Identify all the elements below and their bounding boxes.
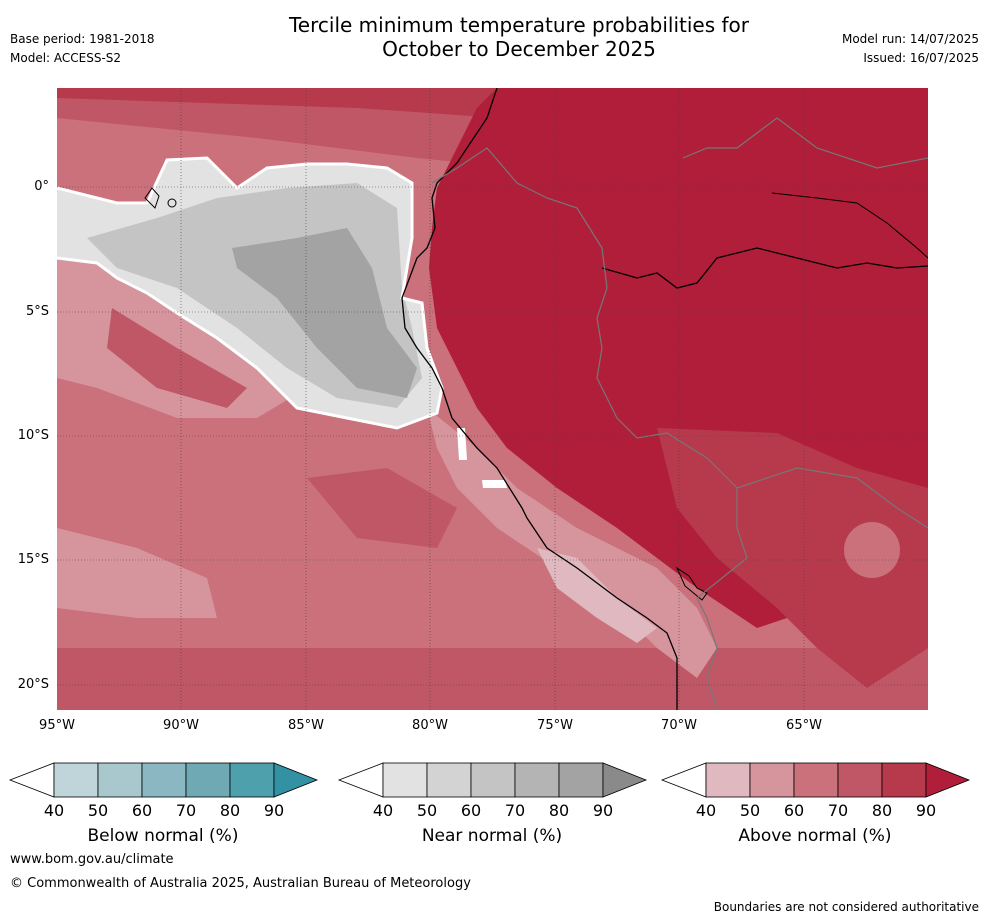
amazon-river (601, 247, 928, 289)
model-label: Model: ACCESS-S2 (10, 51, 122, 65)
footer-copyright: © Commonwealth of Australia 2025, Austra… (10, 876, 471, 891)
cb-above-tick-70: 70 (827, 801, 849, 820)
cb-below-title: Below normal (%) (87, 826, 239, 846)
base-period-label: Base period: 1981-2018 (10, 32, 155, 46)
footer-url: www.bom.gov.au/climate (10, 852, 174, 867)
colorbar-2-swatch-0 (705, 762, 751, 798)
cb-near-tick-70: 70 (504, 801, 526, 820)
cb-below-tick-70: 70 (175, 801, 197, 820)
cb-near-tick-50: 50 (416, 801, 438, 820)
cb-below-tick-80: 80 (219, 801, 241, 820)
coastal-band-region (427, 408, 717, 678)
colorbar-below-normal (8, 762, 319, 798)
ocean-patch-50 (57, 258, 307, 418)
cb-near-tick-80: 80 (548, 801, 570, 820)
cb-above-tick-40: 40 (695, 801, 717, 820)
lat-label-0: 0° (34, 179, 49, 194)
river-north (771, 192, 928, 259)
cb-below-tick-60: 60 (131, 801, 153, 820)
lon-label-65w: 65°W (786, 718, 822, 733)
cb-above-tick-80: 80 (871, 801, 893, 820)
lat-label-20s: 20°S (17, 677, 49, 692)
south-band-region (57, 648, 928, 710)
colorbar-1-swatch-5 (602, 762, 648, 798)
colorbar-2-swatch-4 (881, 762, 927, 798)
colorbar-2-swatch-5 (925, 762, 971, 798)
colorbar-near-normal (337, 762, 648, 798)
graticule (57, 88, 928, 710)
cb-near-tick-40: 40 (372, 801, 394, 820)
near-normal-80-region (232, 228, 417, 398)
cb-below-tick-50: 50 (87, 801, 109, 820)
country-border-brazil (736, 467, 928, 529)
land-patch-60 (844, 522, 900, 578)
country-border-colombia (682, 117, 928, 169)
colorbar-1-swatch-1 (426, 762, 472, 798)
colorbar-1-swatch-4 (558, 762, 604, 798)
tercile-boundary-line (57, 156, 444, 430)
lon-label-70w: 70°W (661, 718, 697, 733)
cb-near-tick-60: 60 (460, 801, 482, 820)
lon-label-95w: 95°W (39, 718, 75, 733)
model-run-label: Model run: 14/07/2025 (841, 32, 979, 46)
issued-label: Issued: 16/07/2025 (863, 51, 979, 65)
cb-below-tick-40: 40 (43, 801, 65, 820)
lon-label-80w: 80°W (412, 718, 448, 733)
cb-near-tick-90: 90 (592, 801, 614, 820)
coastline (401, 88, 678, 710)
ocean-patch-south-70 (307, 468, 457, 548)
colorbar-0-swatch-3 (185, 762, 231, 798)
country-border-ecuador-peru (431, 147, 668, 439)
cb-below-tick-90: 90 (263, 801, 285, 820)
ocean-patch-south-50 (57, 528, 217, 618)
lat-label-15s: 15°S (17, 552, 49, 567)
cb-above-tick-50: 50 (739, 801, 761, 820)
galapagos-island (144, 187, 160, 209)
colorbars-svg (8, 762, 971, 798)
coastal-band-light-region (537, 548, 657, 643)
colorbar-0-swatch-4 (229, 762, 275, 798)
country-border-bolivia (666, 432, 748, 710)
lat-label-5s: 5°S (25, 304, 49, 319)
colorbar-1-swatch-0 (382, 762, 428, 798)
colorbar-area (0, 762, 988, 802)
map-title: Tercile minimum temperature probabilitie… (194, 13, 844, 61)
probability-map (57, 88, 928, 710)
colorbar-0-swatch-1 (97, 762, 143, 798)
land-south-region (657, 428, 928, 688)
colorbar-above-normal (660, 762, 971, 798)
colorbar-0-swatch-2 (141, 762, 187, 798)
colorbar-1-swatch-3 (514, 762, 560, 798)
cb-above-title: Above normal (%) (738, 826, 892, 846)
galapagos-island-2 (167, 198, 177, 208)
map-canvas (57, 88, 928, 710)
lon-label-85w: 85°W (288, 718, 324, 733)
cb-near-title: Near normal (%) (421, 826, 563, 846)
cb-above-tick-90: 90 (915, 801, 937, 820)
lat-label-10s: 10°S (17, 428, 49, 443)
title-line-2: October to December 2025 (382, 37, 656, 61)
ocean-patch-70 (107, 308, 247, 408)
footer-disclaimer: Boundaries are not considered authoritat… (713, 900, 979, 914)
white-patch-2 (482, 480, 507, 488)
lake-titicaca (675, 566, 708, 601)
colorbar-0-swatch-5 (273, 762, 319, 798)
colorbar-0-swatch-0 (53, 762, 99, 798)
colorbar-2-swatch-3 (837, 762, 883, 798)
colorbar-1-swatch-2 (470, 762, 516, 798)
lon-label-75w: 75°W (537, 718, 573, 733)
lon-label-90w: 90°W (163, 718, 199, 733)
colorbar-2-swatch-1 (749, 762, 795, 798)
title-line-1: Tercile minimum temperature probabilitie… (288, 13, 750, 37)
cb-above-tick-60: 60 (783, 801, 805, 820)
colorbar-2-swatch-2 (793, 762, 839, 798)
